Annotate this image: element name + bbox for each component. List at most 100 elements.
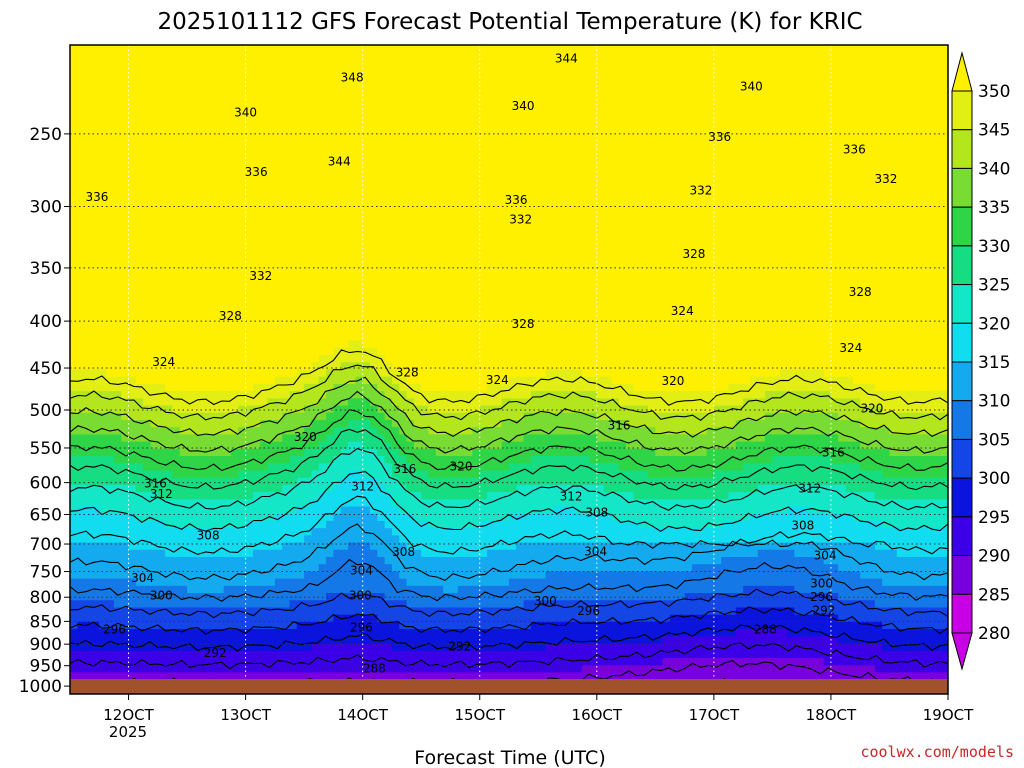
field-cell: [84, 297, 93, 306]
field-cell: [428, 585, 437, 594]
field-cell: [348, 456, 356, 464]
field-cell: [413, 153, 422, 161]
field-cell: [143, 470, 152, 479]
field-cell: [457, 528, 466, 536]
field-cell: [348, 95, 356, 104]
field-cell: [113, 405, 122, 414]
field-cell: [450, 484, 459, 493]
field-cell: [252, 355, 261, 363]
field-cell: [333, 492, 342, 500]
field-cell: [267, 196, 276, 205]
field-cell: [172, 145, 181, 154]
field-cell: [245, 326, 254, 335]
field-cell: [428, 196, 437, 205]
field-cell: [428, 636, 437, 645]
field-cell: [70, 636, 78, 645]
field-cell: [384, 636, 393, 645]
field-cell: [165, 578, 174, 587]
field-cell: [150, 160, 159, 169]
field-cell: [150, 59, 159, 68]
field-cell: [260, 102, 269, 111]
field-cell: [443, 621, 452, 630]
field-cell: [260, 506, 269, 515]
field-cell: [289, 448, 298, 457]
field-cell: [135, 665, 144, 673]
field-cell: [99, 549, 108, 558]
field-cell: [318, 81, 327, 89]
field-cell: [106, 81, 115, 89]
field-cell: [340, 549, 349, 558]
field-cell: [216, 593, 225, 601]
field-cell: [113, 304, 122, 313]
field-cell: [245, 657, 254, 666]
field-cell: [91, 621, 100, 630]
field-cell: [428, 182, 437, 190]
field-cell: [77, 441, 86, 450]
field-cell: [223, 304, 232, 313]
field-cell: [165, 95, 174, 104]
field-cell: [238, 650, 247, 659]
field-cell: [143, 138, 152, 147]
field-cell: [165, 383, 174, 392]
field-cell: [230, 189, 239, 198]
field-cell: [91, 66, 100, 75]
field-cell: [99, 347, 108, 356]
field-cell: [77, 333, 86, 342]
field-cell: [282, 124, 291, 133]
field-cell: [362, 556, 371, 565]
field-cell: [369, 261, 378, 270]
field-cell: [165, 311, 174, 320]
field-cell: [113, 167, 122, 176]
field-cell: [340, 124, 349, 133]
field-cell: [172, 542, 181, 551]
field-cell: [428, 203, 437, 212]
field-cell: [377, 73, 386, 82]
field-cell: [106, 441, 115, 450]
field-cell: [318, 297, 327, 306]
field-cell: [369, 542, 378, 551]
field-cell: [391, 484, 400, 493]
field-cell: [150, 492, 159, 500]
field-cell: [355, 470, 364, 479]
field-cell: [377, 463, 386, 472]
field-cell: [311, 355, 320, 363]
field-cell: [209, 665, 217, 673]
field-cell: [209, 499, 217, 508]
field-cell: [99, 636, 108, 645]
field-cell: [121, 362, 130, 371]
field-cell: [121, 614, 130, 623]
field-cell: [99, 362, 108, 371]
field-cell: [340, 376, 349, 385]
field-cell: [113, 456, 122, 464]
field-cell: [421, 657, 430, 666]
field-cell: [165, 419, 174, 428]
field-cell: [457, 239, 466, 248]
field-cell: [311, 369, 320, 378]
field-cell: [450, 535, 459, 544]
field-cell: [113, 621, 122, 630]
field-cell: [172, 657, 181, 666]
field-cell: [450, 167, 459, 176]
field-cell: [70, 391, 78, 399]
field-cell: [318, 282, 327, 291]
field-cell: [223, 275, 232, 284]
field-cell: [216, 282, 225, 291]
field-cell: [282, 391, 291, 399]
field-cell: [304, 239, 313, 248]
field-cell: [77, 657, 86, 666]
field-cell: [421, 131, 430, 140]
field-cell: [238, 484, 247, 493]
field-cell: [450, 506, 459, 515]
field-cell: [267, 506, 276, 515]
field-cell: [172, 311, 181, 320]
field-cell: [296, 506, 305, 515]
field-cell: [384, 52, 393, 61]
field-cell: [435, 520, 444, 529]
field-cell: [99, 117, 108, 125]
field-cell: [457, 600, 466, 609]
field-cell: [465, 571, 474, 580]
field-cell: [179, 578, 188, 587]
field-cell: [413, 614, 422, 623]
field-cell: [172, 369, 181, 378]
field-cell: [179, 614, 188, 623]
